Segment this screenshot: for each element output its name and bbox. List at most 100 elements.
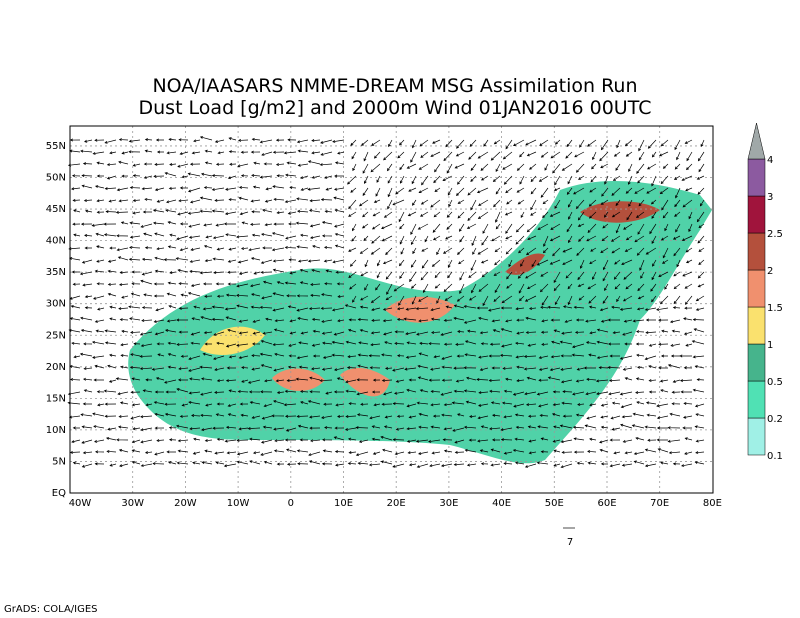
wind-arrow bbox=[250, 199, 261, 203]
wind-arrow bbox=[381, 378, 393, 383]
wind-arrow bbox=[619, 307, 633, 311]
lat-tick-label: 40N bbox=[46, 236, 66, 247]
wind-arrow bbox=[572, 343, 585, 349]
wind-arrow bbox=[251, 367, 261, 371]
wind-arrow bbox=[669, 412, 681, 417]
wind-arrow bbox=[119, 271, 129, 275]
wind-arrow bbox=[523, 355, 537, 359]
wind-arrow bbox=[635, 377, 645, 381]
wind-arrow bbox=[410, 283, 417, 289]
wind-arrow bbox=[71, 439, 81, 443]
wind-arrow bbox=[523, 367, 537, 371]
wind-arrow bbox=[684, 451, 693, 455]
wind-arrow bbox=[505, 247, 513, 255]
wind-arrow bbox=[345, 379, 357, 384]
wind-arrow bbox=[96, 174, 105, 178]
wind-arrow bbox=[241, 366, 249, 370]
wind-arrow bbox=[214, 451, 225, 455]
wind-arrow bbox=[538, 403, 549, 408]
wind-arrow bbox=[515, 425, 525, 429]
wind-arrow bbox=[348, 211, 357, 217]
wind-arrow bbox=[240, 246, 249, 250]
wind-arrow bbox=[187, 211, 201, 215]
wind-arrow bbox=[577, 271, 585, 281]
wind-arrow bbox=[512, 448, 525, 453]
colorbar-label: 2 bbox=[767, 266, 773, 277]
wind-arrow bbox=[688, 211, 693, 220]
wind-arrow bbox=[456, 354, 465, 358]
wind-arrow bbox=[324, 209, 333, 213]
wind-arrow bbox=[372, 451, 381, 455]
wind-arrow bbox=[251, 233, 261, 237]
wind-arrow bbox=[457, 413, 465, 417]
wind-arrow bbox=[512, 391, 525, 396]
wind-arrow bbox=[415, 439, 429, 443]
wind-arrow bbox=[360, 402, 369, 406]
wind-arrow bbox=[512, 139, 525, 147]
wind-arrow bbox=[286, 294, 297, 298]
wind-arrow bbox=[284, 199, 297, 204]
wind-arrow bbox=[515, 223, 525, 233]
wind-arrow bbox=[190, 247, 201, 251]
wind-arrow bbox=[188, 391, 201, 395]
wind-arrow bbox=[457, 330, 465, 334]
wind-arrow bbox=[116, 247, 129, 252]
wind-arrow bbox=[105, 436, 117, 441]
wind-arrow bbox=[637, 295, 645, 300]
wind-arrow bbox=[188, 223, 201, 228]
wind-arrow bbox=[166, 151, 177, 155]
wind-arrow bbox=[443, 403, 453, 407]
wind-arrow bbox=[283, 403, 297, 407]
wind-arrow bbox=[297, 209, 309, 213]
wind-arrow bbox=[560, 439, 573, 444]
wind-arrow bbox=[260, 390, 273, 394]
wind-arrow bbox=[320, 198, 333, 202]
wind-arrow bbox=[351, 235, 357, 242]
wind-arrow bbox=[193, 139, 201, 143]
wind-arrow bbox=[635, 390, 645, 394]
wind-arrow bbox=[181, 403, 189, 407]
wind-arrow bbox=[358, 341, 369, 345]
wind-arrow bbox=[466, 329, 477, 333]
wind-arrow bbox=[590, 175, 597, 183]
wind-arrow bbox=[381, 402, 393, 406]
wind-arrow bbox=[418, 451, 429, 455]
wind-arrow bbox=[443, 449, 453, 453]
wind-arrow bbox=[129, 186, 141, 190]
wind-arrow bbox=[272, 185, 285, 189]
wind-arrow bbox=[83, 367, 93, 371]
wind-arrow bbox=[611, 305, 621, 309]
wind-arrow bbox=[169, 233, 177, 237]
wind-arrow bbox=[357, 364, 369, 369]
wind-arrow bbox=[72, 426, 81, 430]
wind-arrow bbox=[494, 247, 501, 253]
colorbar-box bbox=[747, 417, 766, 456]
wind-arrow bbox=[337, 319, 345, 323]
wind-arrow bbox=[455, 379, 465, 383]
wind-arrow bbox=[319, 163, 333, 167]
wind-arrow bbox=[658, 318, 669, 322]
wind-arrow bbox=[225, 233, 237, 237]
wind-arrow bbox=[204, 342, 213, 346]
wind-arrow bbox=[215, 223, 225, 227]
wind-arrow bbox=[455, 187, 465, 196]
wind-arrow bbox=[349, 259, 357, 267]
wind-arrow bbox=[188, 367, 201, 372]
wind-arrow bbox=[481, 175, 489, 181]
wind-arrow bbox=[635, 342, 645, 346]
wind-arrow bbox=[633, 451, 645, 456]
wind-arrow bbox=[386, 283, 393, 295]
wind-arrow bbox=[336, 377, 345, 381]
wind-arrow bbox=[600, 319, 609, 323]
wind-arrow bbox=[625, 235, 633, 241]
wind-arrow bbox=[360, 295, 369, 301]
wind-arrow bbox=[588, 353, 597, 357]
wind-arrow bbox=[129, 246, 141, 250]
wind-arrow bbox=[334, 174, 345, 178]
wind-arrow bbox=[625, 187, 633, 194]
lat-tick-label: EQ bbox=[52, 488, 66, 499]
wind-arrow bbox=[488, 307, 501, 312]
wind-arrow bbox=[671, 390, 681, 394]
wind-arrow bbox=[152, 462, 165, 466]
wind-arrow bbox=[624, 377, 633, 381]
